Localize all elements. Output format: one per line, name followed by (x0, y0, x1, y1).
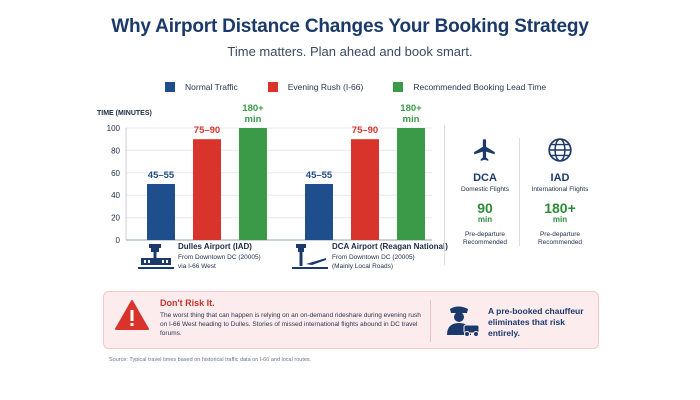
globe-icon (548, 138, 572, 162)
legend-swatch-recommended (393, 82, 404, 92)
y-tick-label: 100 (107, 124, 121, 133)
warning-body: The worst thing that can happen is relyi… (160, 312, 421, 337)
y-tick-label: 0 (116, 236, 121, 245)
bar-recommended (239, 128, 267, 240)
legend-label-normal: Normal Traffic (185, 82, 238, 92)
airplane-icon (474, 139, 495, 161)
page-subtitle: Time matters. Plan ahead and book smart. (227, 44, 473, 59)
airport-tower-icon (292, 244, 328, 269)
airport-iad-name: Dulles Airport (IAD) (178, 242, 252, 251)
bar-value-label: 45–55 (148, 170, 175, 181)
bar-value-label: 75–90 (352, 125, 378, 136)
legend-swatch-evening (267, 82, 278, 92)
bar-value-label: 180+ (242, 103, 264, 114)
chauffeur-icon (447, 306, 480, 337)
side-panel-divider (519, 138, 520, 246)
side-iad-note2: Recommended (537, 239, 583, 246)
airport-dca-name: DCA Airport (Reagan National) (332, 242, 448, 251)
airport-tower-icon (138, 244, 174, 269)
bar-value-label: 45–55 (306, 170, 333, 181)
legend-label-evening: Evening Rush (I-66) (287, 82, 364, 92)
warning-heading: Don't Risk It. (160, 298, 215, 308)
chart-side-divider (444, 125, 445, 265)
side-iad-unit: min (552, 215, 568, 224)
warning-icon (115, 300, 149, 330)
bar-normal (147, 184, 175, 240)
y-tick-label: 40 (111, 191, 120, 200)
warning-right-text: A pre-booked chauffeur eliminates that r… (488, 306, 584, 338)
bar-value-label: min (245, 114, 262, 125)
side-dca-flights: Domestic Flights (460, 186, 510, 193)
airport-iad-line1: From Downtown DC (20005) (178, 254, 261, 261)
side-panel-iad: IAD International Flights 180+ min Pre-d… (525, 137, 595, 247)
side-dca-value: 90 (477, 200, 493, 216)
airport-iad-label: Dulles Airport (IAD) From Downtown DC (2… (138, 242, 261, 272)
side-dca-note2: Recommended (462, 239, 508, 246)
warning-box: Don't Risk It. The worst thing that can … (103, 291, 599, 349)
bar-evening (351, 139, 379, 240)
bar-value-label: 180+ (400, 103, 422, 114)
airport-dca-label: DCA Airport (Reagan National) From Downt… (292, 242, 448, 272)
y-tick-label: 80 (111, 146, 120, 155)
legend-swatch-normal (165, 82, 175, 92)
y-tick-label: 60 (111, 169, 120, 178)
side-iad-flights: International Flights (531, 186, 589, 193)
bar-value-label: 75–90 (194, 125, 220, 136)
source-note: Source: Typical travel times based on hi… (109, 357, 312, 363)
legend-item-evening: Evening Rush (I-66) (267, 82, 364, 92)
bar-normal (305, 184, 333, 240)
side-dca-note1: Pre-departure (464, 231, 506, 238)
side-iad-value: 180+ (544, 200, 576, 216)
warning-divider (430, 300, 431, 342)
bar-recommended (397, 128, 425, 240)
side-dca-code: DCA (473, 172, 497, 184)
side-iad-note1: Pre-departure (539, 231, 581, 238)
legend-item-recommended: Recommended Booking Lead Time (393, 82, 546, 92)
airport-iad-line2: via I-66 West (178, 263, 216, 270)
y-tick-label: 20 (111, 214, 120, 223)
side-dca-unit: min (477, 215, 493, 224)
legend-item-normal: Normal Traffic (165, 82, 238, 92)
legend: Normal Traffic Evening Rush (I-66) Recom… (165, 82, 576, 92)
bar-evening (193, 139, 221, 240)
legend-label-recommended: Recommended Booking Lead Time (413, 82, 547, 92)
y-axis-label: TIME (MINUTES) (97, 110, 152, 117)
side-iad-code: IAD (550, 172, 570, 184)
page-title: Why Airport Distance Changes Your Bookin… (111, 16, 589, 37)
airport-dca-line2: (Mainly Local Roads) (332, 263, 394, 270)
side-panel-dca: DCA Domestic Flights 90 min Pre-departur… (450, 137, 520, 247)
airport-dca-line1: From Downtown DC (20005) (332, 254, 415, 261)
bar-value-label: min (403, 114, 420, 125)
